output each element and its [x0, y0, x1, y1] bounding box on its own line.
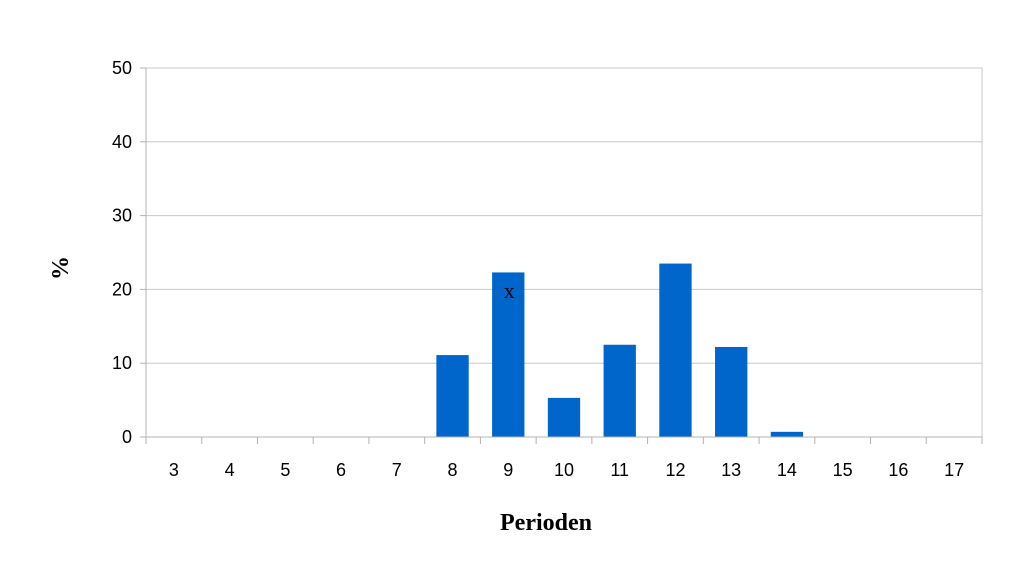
x-tick-label: 14	[777, 460, 797, 480]
bar	[492, 272, 525, 437]
x-tick-label: 17	[944, 460, 964, 480]
y-tick-label: 20	[112, 279, 132, 299]
x-tick-label: 3	[169, 460, 179, 480]
x-tick-label: 9	[503, 460, 513, 480]
x-tick-label: 11	[610, 460, 629, 480]
y-tick-label: 10	[112, 353, 132, 373]
x-tick-label: 4	[225, 460, 235, 480]
y-tick-label: 30	[112, 206, 132, 226]
x-tick-label: 16	[888, 460, 908, 480]
y-axis-title: %	[48, 256, 74, 280]
y-tick-label: 50	[112, 58, 132, 78]
x-tick-label: 15	[833, 460, 853, 480]
bar	[547, 397, 581, 437]
x-tick-label: 13	[721, 460, 741, 480]
bar	[603, 344, 636, 437]
x-tick-label: 7	[392, 460, 402, 480]
x-axis-title: Perioden	[500, 510, 592, 536]
x-tick-label: 8	[448, 460, 458, 480]
x-tick-label: 10	[554, 460, 574, 480]
x-tick-label: 6	[336, 460, 346, 480]
bar-annotation: x	[504, 278, 515, 303]
bars	[436, 263, 804, 437]
x-tick-label: 5	[280, 460, 290, 480]
tick-labels: 0 10 20 30 40 50 3 4 5 6 7 8 9 10 11 12 13 14 15 16 17	[112, 58, 964, 480]
bar	[436, 355, 469, 437]
y-tick-label: 40	[112, 132, 132, 152]
x-tick-label: 12	[665, 460, 685, 480]
bar	[770, 431, 804, 437]
annotations: x	[504, 278, 515, 303]
axes	[140, 67, 983, 444]
y-tick-label: 0	[122, 427, 132, 447]
grid-lines	[146, 67, 982, 364]
bar	[659, 263, 692, 437]
bar	[715, 346, 748, 437]
